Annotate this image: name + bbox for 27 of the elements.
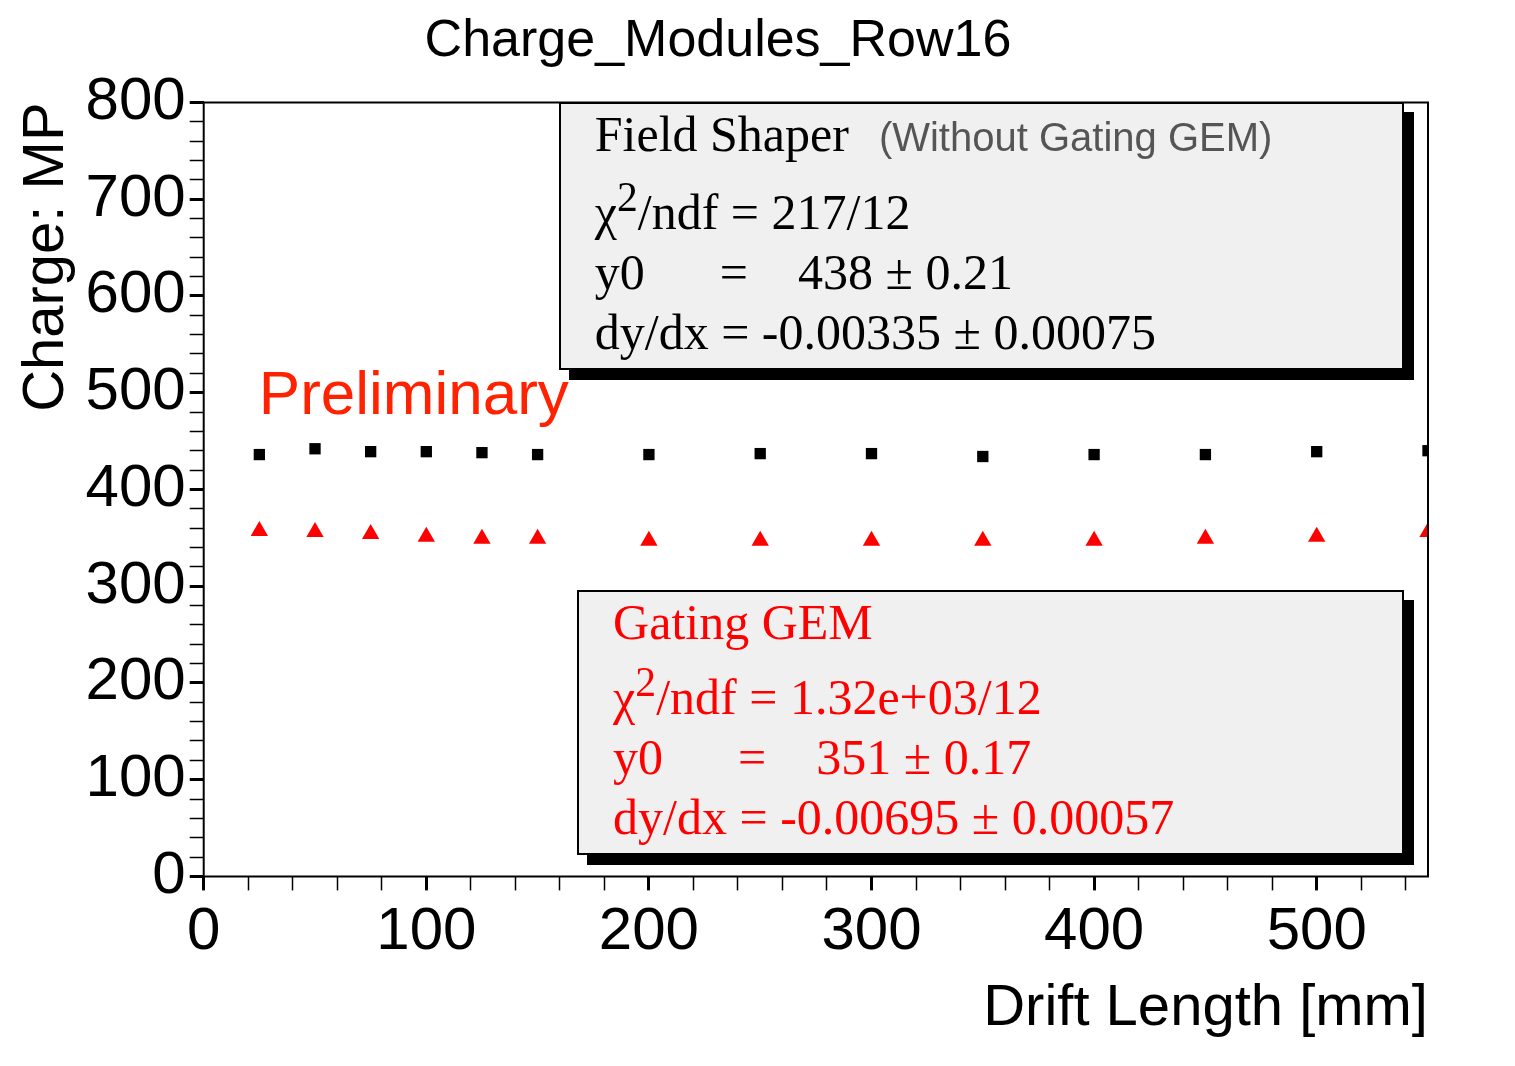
x-tick-label: 500 (1266, 894, 1367, 962)
x-tick-label: 100 (376, 894, 477, 962)
annotation: χ$^{2}$/ndf = 1.32e+03/12 (613, 658, 1043, 727)
y-tick-label: 700 (85, 161, 186, 229)
annotation: y0 = 351 ± 0.17 (613, 727, 1033, 787)
text: Field Shaper (594, 106, 849, 163)
annotation: y0 = 438 ± 0.21 (594, 243, 1014, 303)
x-tick-label: 200 (598, 894, 699, 962)
annotation: (Without Gating GEM) (878, 115, 1273, 160)
y-tick-label: 200 (85, 645, 186, 713)
annotation: Preliminary (258, 357, 569, 428)
x-axis-title: Drift Length [mm] (983, 972, 1428, 1038)
x-tick-label: 300 (821, 894, 922, 962)
annotation: dy/dx = -0.00335 ± 0.00075 (594, 303, 1157, 363)
annotation: χ$^{2}$/ndf = 217/12 (594, 173, 912, 243)
y-tick-label: 800 (85, 64, 186, 132)
y-tick-label: 0 (152, 838, 186, 906)
series-label: Gating GEM (613, 594, 873, 651)
chart-title: Charge_Modules_Row16 (424, 8, 1012, 67)
y-axis-title: Charge: MP (9, 102, 75, 412)
annotation: dy/dx = -0.00695 ± 0.00057 (613, 787, 1176, 847)
y-tick-label: 300 (85, 548, 186, 616)
y-tick-label: 100 (85, 742, 186, 810)
x-tick-label: 400 (1044, 894, 1145, 962)
y-tick-label: 500 (85, 355, 186, 423)
y-tick-label: 400 (85, 451, 186, 519)
y-tick-label: 600 (85, 258, 186, 326)
